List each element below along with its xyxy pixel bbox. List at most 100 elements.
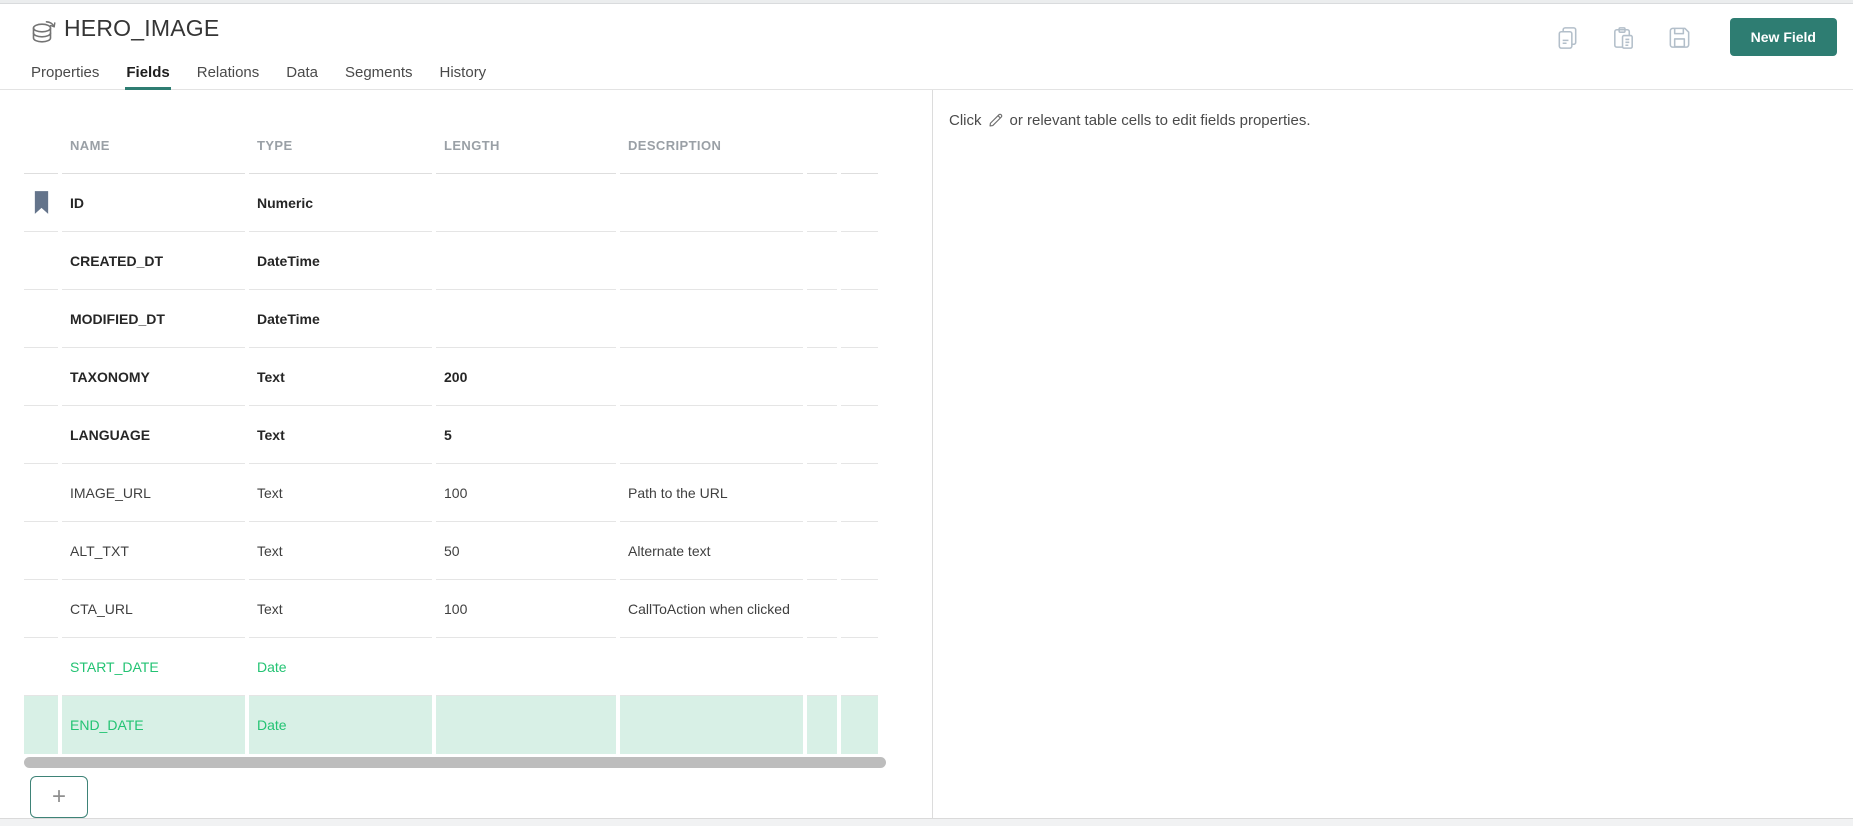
tab-fields[interactable]: Fields <box>125 56 172 90</box>
field-type-cell[interactable]: Text <box>249 580 432 638</box>
key-cell[interactable] <box>24 580 58 638</box>
row-action-cell-1[interactable] <box>807 232 837 290</box>
field-name-cell[interactable]: IMAGE_URL <box>62 464 245 522</box>
field-length-cell[interactable]: 50 <box>436 522 616 580</box>
tab-segments[interactable]: Segments <box>344 56 414 89</box>
field-description-cell[interactable] <box>620 348 803 406</box>
field-name-cell[interactable]: TAXONOMY <box>62 348 245 406</box>
row-action-cell-2[interactable] <box>841 696 878 754</box>
column-header-description: DESCRIPTION <box>620 90 803 174</box>
field-type-cell[interactable]: Text <box>249 522 432 580</box>
field-description-cell[interactable] <box>620 232 803 290</box>
key-cell[interactable] <box>24 522 58 580</box>
add-field-button[interactable]: + <box>30 776 88 818</box>
field-name-cell[interactable]: ID <box>62 174 245 232</box>
field-length-cell[interactable] <box>436 696 616 754</box>
row-action-cell-2[interactable] <box>841 290 878 348</box>
field-type-cell[interactable]: DateTime <box>249 232 432 290</box>
copy-icon[interactable] <box>1554 24 1581 51</box>
row-action-cell-2[interactable] <box>841 522 878 580</box>
field-name-cell[interactable]: MODIFIED_DT <box>62 290 245 348</box>
save-icon[interactable] <box>1666 24 1693 51</box>
row-action-cell-1[interactable] <box>807 464 837 522</box>
field-description-cell[interactable] <box>620 638 803 696</box>
field-description-cell[interactable] <box>620 290 803 348</box>
row-action-cell-2[interactable] <box>841 174 878 232</box>
new-field-button[interactable]: New Field <box>1729 18 1837 56</box>
row-action-cell-1[interactable] <box>807 696 837 754</box>
row-action-cell-1[interactable] <box>807 580 837 638</box>
key-cell[interactable] <box>24 174 58 232</box>
field-type-cell[interactable]: DateTime <box>249 290 432 348</box>
field-description-cell[interactable] <box>620 174 803 232</box>
field-type-cell[interactable]: Numeric <box>249 174 432 232</box>
field-name-cell[interactable]: LANGUAGE <box>62 406 245 464</box>
table-row[interactable]: MODIFIED_DT DateTime <box>24 290 878 348</box>
edit-hint-prefix: Click <box>949 111 982 129</box>
table-row[interactable]: ALT_TXT Text 50 Alternate text <box>24 522 878 580</box>
table-row[interactable]: CTA_URL Text 100 CallToAction when click… <box>24 580 878 638</box>
row-action-cell-2[interactable] <box>841 464 878 522</box>
field-name-cell[interactable]: CTA_URL <box>62 580 245 638</box>
table-row[interactable]: ID Numeric <box>24 174 878 232</box>
field-length-cell[interactable]: 100 <box>436 580 616 638</box>
field-type-cell[interactable]: Text <box>249 348 432 406</box>
field-type-cell[interactable]: Text <box>249 406 432 464</box>
table-row[interactable]: START_DATE Date <box>24 638 878 696</box>
field-name-cell[interactable]: END_DATE <box>62 696 245 754</box>
fields-panel: NAME TYPE LENGTH DESCRIPTION ID Numeric <box>0 90 933 818</box>
dataset-icon <box>32 21 56 43</box>
field-description-cell[interactable]: Alternate text <box>620 522 803 580</box>
field-length-cell[interactable] <box>436 290 616 348</box>
table-row[interactable]: TAXONOMY Text 200 <box>24 348 878 406</box>
key-cell[interactable] <box>24 348 58 406</box>
row-action-cell-2[interactable] <box>841 232 878 290</box>
row-action-cell-1[interactable] <box>807 522 837 580</box>
tab-properties[interactable]: Properties <box>30 56 100 89</box>
field-length-cell[interactable]: 100 <box>436 464 616 522</box>
key-cell[interactable] <box>24 406 58 464</box>
field-name-cell[interactable]: START_DATE <box>62 638 245 696</box>
field-length-cell[interactable]: 200 <box>436 348 616 406</box>
field-description-cell[interactable] <box>620 696 803 754</box>
row-action-cell-1[interactable] <box>807 348 837 406</box>
actions-column-header-1 <box>807 90 837 174</box>
table-row[interactable]: END_DATE Date <box>24 696 878 754</box>
tab-history[interactable]: History <box>439 56 488 89</box>
row-action-cell-1[interactable] <box>807 638 837 696</box>
field-description-cell[interactable] <box>620 406 803 464</box>
key-cell[interactable] <box>24 638 58 696</box>
field-type-cell[interactable]: Text <box>249 464 432 522</box>
field-description-cell[interactable]: Path to the URL <box>620 464 803 522</box>
table-row[interactable]: CREATED_DT DateTime <box>24 232 878 290</box>
field-type-cell[interactable]: Date <box>249 638 432 696</box>
row-action-cell-2[interactable] <box>841 348 878 406</box>
key-cell[interactable] <box>24 464 58 522</box>
table-row[interactable]: LANGUAGE Text 5 <box>24 406 878 464</box>
page-title: HERO_IMAGE <box>64 15 220 41</box>
field-type-cell[interactable]: Date <box>249 696 432 754</box>
key-cell[interactable] <box>24 232 58 290</box>
field-name-cell[interactable]: CREATED_DT <box>62 232 245 290</box>
row-action-cell-1[interactable] <box>807 406 837 464</box>
field-length-cell[interactable]: 5 <box>436 406 616 464</box>
tab-label: Properties <box>31 64 100 81</box>
tab-data[interactable]: Data <box>285 56 319 89</box>
field-name-cell[interactable]: ALT_TXT <box>62 522 245 580</box>
window-top-strip <box>0 0 1853 4</box>
key-cell[interactable] <box>24 696 58 754</box>
field-length-cell[interactable] <box>436 174 616 232</box>
row-action-cell-2[interactable] <box>841 406 878 464</box>
table-row[interactable]: IMAGE_URL Text 100 Path to the URL <box>24 464 878 522</box>
key-cell[interactable] <box>24 290 58 348</box>
row-action-cell-1[interactable] <box>807 174 837 232</box>
field-length-cell[interactable] <box>436 232 616 290</box>
row-action-cell-2[interactable] <box>841 580 878 638</box>
tab-relations[interactable]: Relations <box>196 56 261 89</box>
field-length-cell[interactable] <box>436 638 616 696</box>
paste-icon[interactable] <box>1610 24 1637 51</box>
row-action-cell-1[interactable] <box>807 290 837 348</box>
horizontal-scrollbar-thumb[interactable] <box>24 757 886 768</box>
field-description-cell[interactable]: CallToAction when clicked <box>620 580 803 638</box>
row-action-cell-2[interactable] <box>841 638 878 696</box>
